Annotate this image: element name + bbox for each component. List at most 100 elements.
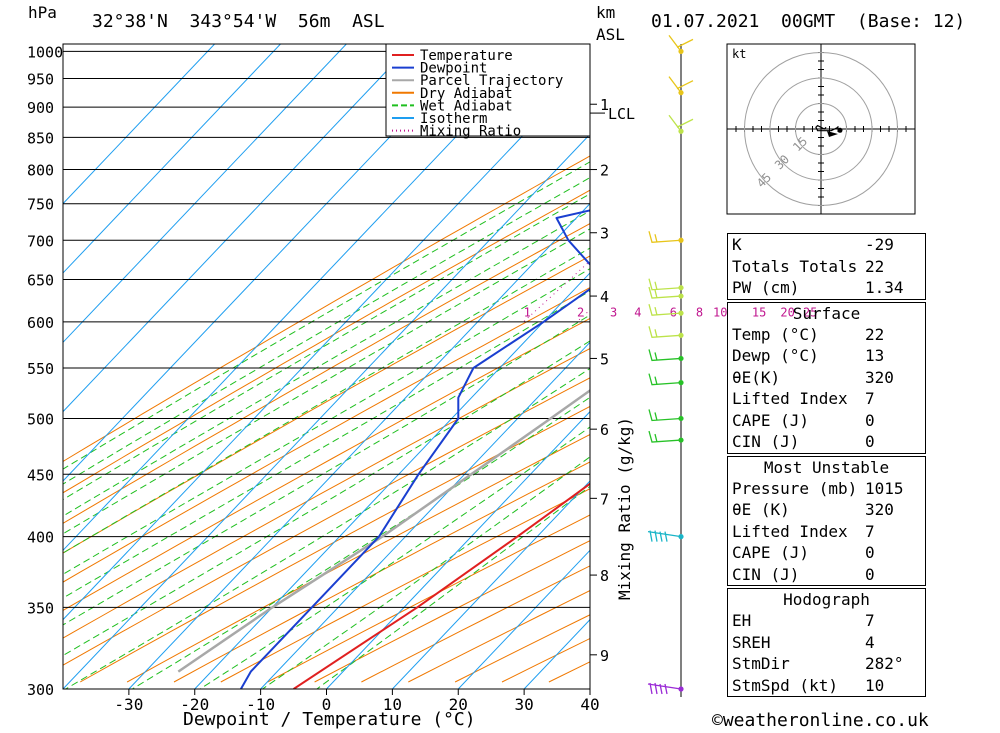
isotherm-line xyxy=(63,44,215,205)
temperature-tick-label: -20 xyxy=(180,695,209,714)
sreh-value: 4 xyxy=(865,632,875,652)
legend-entry: Dry Adiabat xyxy=(420,86,513,102)
dry-adiabat-line xyxy=(173,461,590,683)
pressure-tick-label: 900 xyxy=(27,99,54,117)
dry-adiabat-line xyxy=(63,222,590,524)
x-axis-label: Dewpoint / Temperature (°C) xyxy=(183,709,476,730)
km-tick-label: 9 xyxy=(600,647,609,665)
mu-lifted-index-label: Lifted Index xyxy=(732,521,848,541)
pw-row: PW (cm) 1.34 xyxy=(728,277,925,299)
dry-adiabat-line xyxy=(126,433,590,683)
wet-adiabat-line xyxy=(63,210,590,517)
eh-value: 7 xyxy=(865,611,875,630)
surface-lifted-index-value: 7 xyxy=(865,389,875,408)
km-tick-label: 7 xyxy=(600,490,609,508)
wind-barb xyxy=(648,286,682,299)
isotherm-line xyxy=(63,44,281,274)
mixing-ratio-value-label: 1 xyxy=(524,305,531,319)
temperature-tick-label: -10 xyxy=(246,695,275,714)
mu-cin-value: 0 xyxy=(865,564,875,584)
dry-adiabat-line xyxy=(63,317,590,611)
wet-adiabat-line xyxy=(63,268,590,575)
surface-row: CAPE (J) 0 xyxy=(728,410,925,432)
wet-adiabat-line xyxy=(63,177,590,485)
km-tick-label: 4 xyxy=(600,288,609,306)
asl-label: ASL xyxy=(596,25,625,44)
mixing-ratio-value-label: 6 xyxy=(670,305,677,319)
location-title: 32°38'N 343°54'W 56m ASL xyxy=(92,11,385,32)
legend-entry: Dewpoint xyxy=(420,61,487,77)
surface-theta-e-value: 320 xyxy=(865,367,894,387)
hodograph-unit-label: kt xyxy=(732,47,746,61)
wet-adiabat-line xyxy=(63,290,590,599)
isotherm-line xyxy=(63,44,479,482)
hpa-label: hPa xyxy=(28,3,57,22)
isotherm-line xyxy=(260,341,590,689)
legend-entry: Isotherm xyxy=(420,111,487,127)
pressure-tick-label: 350 xyxy=(27,599,54,617)
isotherm-line xyxy=(63,64,590,621)
temperature-tick-label: 20 xyxy=(449,695,468,714)
surface-dewp-label: Dewp (°C) xyxy=(732,346,819,365)
eh-label: EH xyxy=(732,611,752,630)
hodograph-ring xyxy=(795,103,847,155)
isotherm-line xyxy=(63,133,590,689)
mu-cape-label: CAPE (J) xyxy=(732,543,810,562)
pw-label: PW (cm) xyxy=(732,278,800,297)
wet-adiabat-line xyxy=(63,247,590,554)
hodograph-storm-motion-dot xyxy=(837,127,843,133)
pressure-tick-label: 700 xyxy=(27,232,54,250)
isotherm-line xyxy=(392,480,590,689)
surface-cin-label: CIN (J) xyxy=(732,432,800,451)
totals-totals-row: Totals Totals 22 xyxy=(728,256,925,278)
wet-adiabat-line xyxy=(199,426,590,689)
surface-title: Surface xyxy=(792,303,861,323)
pressure-tick-label: 750 xyxy=(27,196,54,214)
lcl-label: LCL xyxy=(608,105,635,123)
hodograph-ring xyxy=(744,52,898,206)
mixing-ratio-axis-label: Mixing Ratio (g/kg) xyxy=(615,417,634,600)
isotherm-line xyxy=(194,272,590,689)
stmdir-value: 282° xyxy=(865,654,904,673)
mixing-ratio-value-label: 15 xyxy=(752,305,766,319)
isotherm-line xyxy=(326,410,590,689)
km-tick-label: 5 xyxy=(600,350,609,368)
datetime-title: 01.07.2021 00GMT (Base: 12) xyxy=(651,11,966,32)
stats-panel: K -29 Totals Totals 22 PW (cm) 1.34 Surface… xyxy=(727,233,926,699)
surface-row: Temp (°C) 22 xyxy=(728,324,925,346)
km-tick-label: 1 xyxy=(600,96,609,114)
most-unstable-section: Most Unstable Pressure (mb) 1015 θE (K) 32… xyxy=(727,455,926,586)
hodo-row: SREH 4 xyxy=(728,632,925,654)
wind-barb xyxy=(648,303,682,316)
most-unstable-title: Most Unstable xyxy=(763,457,890,477)
isotherm-line xyxy=(457,549,590,689)
wet-adiabat-line xyxy=(262,456,590,689)
hodograph-trace xyxy=(815,124,839,132)
wet-adiabat-line xyxy=(63,193,590,501)
mu-row: Pressure (mb) 1015 xyxy=(728,478,925,500)
pressure-tick-label: 400 xyxy=(27,529,54,547)
surface-row: Lifted Index 7 xyxy=(728,388,925,410)
stmspd-label: StmSpd (kt) xyxy=(732,675,838,695)
parcel-trajectory-line xyxy=(177,388,590,673)
hodograph-section: Hodograph EH 7 SREH 4 StmDir 282° StmSpd (k… xyxy=(727,588,926,697)
mixing-ratio-value-label: 10 xyxy=(713,305,727,319)
temperature-tick-label: 0 xyxy=(322,695,332,714)
surface-section: Surface Temp (°C) 22 Dewp (°C) 13 θE(K) 320… xyxy=(727,301,926,454)
wind-barb xyxy=(647,682,682,695)
mu-theta-e-value: 320 xyxy=(865,500,894,519)
temperature-tick-label: 30 xyxy=(514,695,533,714)
mu-row: CAPE (J) 0 xyxy=(728,542,925,564)
isotherm-line xyxy=(63,44,413,413)
hodograph-title: Hodograph xyxy=(783,590,870,609)
surface-temp-label: Temp (°C) xyxy=(732,324,819,344)
dry-adiabat-line xyxy=(220,488,590,683)
k-index-value: -29 xyxy=(865,235,894,254)
dry-adiabat-line xyxy=(63,377,590,666)
mu-row: θE (K) 320 xyxy=(728,499,925,521)
dry-adiabat-line xyxy=(63,155,590,463)
mu-row: CIN (J) 0 xyxy=(728,564,925,586)
wind-barb xyxy=(648,373,682,386)
wind-barb xyxy=(648,349,682,362)
legend-entry: Wet Adiabat xyxy=(420,98,513,114)
